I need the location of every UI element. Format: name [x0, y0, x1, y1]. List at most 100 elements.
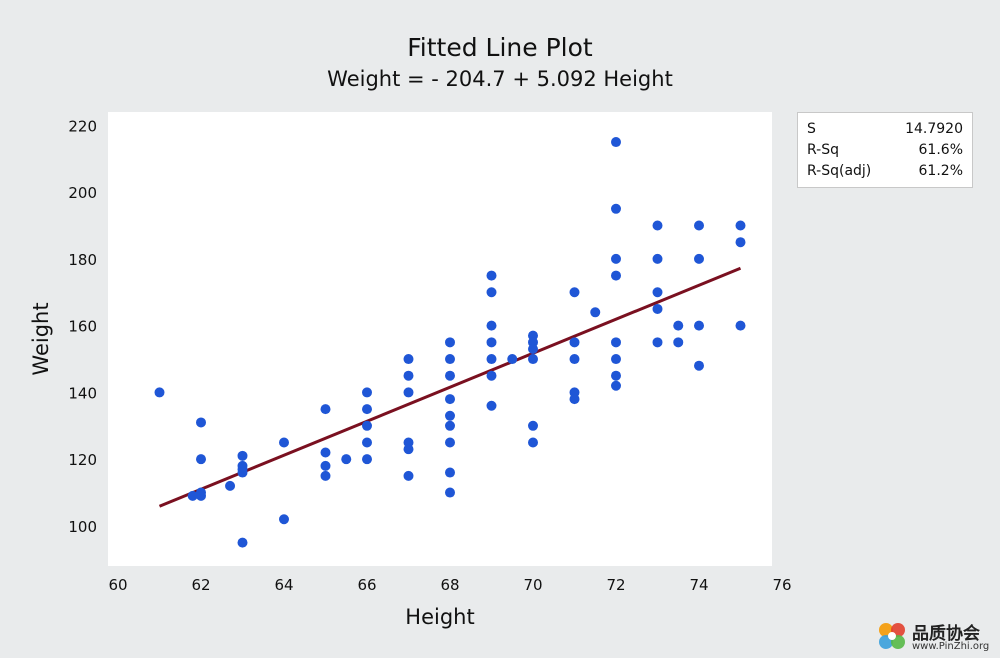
- x-axis-ticks: 60 62 64 66 68 70 72 74 76: [108, 576, 791, 594]
- data-point: [611, 137, 621, 148]
- chart-title: Fitted Line Plot: [407, 33, 593, 62]
- y-tick-label: 160: [68, 318, 97, 336]
- x-axis-title: Height: [405, 605, 474, 629]
- data-point: [362, 437, 372, 448]
- data-point: [403, 354, 414, 365]
- data-point: [237, 537, 248, 548]
- x-tick-label: 68: [440, 576, 459, 594]
- data-point: [445, 410, 455, 421]
- data-point: [445, 467, 455, 478]
- watermark-url: www.PinZhi.org: [912, 641, 990, 652]
- data-point: [486, 320, 497, 331]
- data-point: [611, 253, 621, 264]
- data-point: [237, 467, 248, 478]
- stats-value: 61.6%: [918, 142, 963, 158]
- regression-stats-box: S 14.7920 R-Sq 61.6% R-Sq(adj) 61.2%: [797, 112, 973, 188]
- x-tick-label: 64: [274, 576, 293, 594]
- watermark-logo-icon: [879, 623, 905, 649]
- data-point: [445, 487, 455, 498]
- watermark-text: 品质协会: [912, 624, 980, 644]
- data-point: [569, 287, 580, 298]
- data-point: [403, 470, 414, 481]
- y-tick-label: 120: [68, 451, 97, 469]
- data-point: [237, 450, 248, 461]
- data-point: [486, 370, 497, 381]
- x-tick-label: 74: [689, 576, 708, 594]
- data-point: [196, 454, 206, 465]
- data-point: [187, 490, 198, 501]
- x-tick-label: 72: [606, 576, 625, 594]
- data-point: [445, 420, 455, 431]
- data-point: [694, 253, 704, 264]
- data-point: [735, 220, 746, 231]
- stats-row-s: S 14.7920: [807, 119, 963, 140]
- fitted-regression-line: [158, 266, 742, 508]
- y-tick-label: 200: [68, 184, 97, 202]
- stats-label: S: [807, 121, 816, 137]
- data-point: [320, 470, 331, 481]
- data-point: [735, 320, 746, 331]
- data-point: [362, 387, 372, 398]
- data-point: [362, 420, 372, 431]
- data-point: [652, 303, 663, 314]
- y-tick-label: 220: [68, 117, 97, 135]
- data-point: [196, 417, 206, 428]
- y-tick-label: 140: [68, 384, 97, 402]
- data-point: [320, 447, 331, 458]
- data-point: [486, 270, 497, 281]
- data-point: [652, 253, 663, 264]
- data-point: [528, 420, 538, 431]
- y-tick-label: 180: [68, 251, 97, 269]
- data-point: [611, 370, 621, 381]
- data-point: [611, 354, 621, 365]
- data-point: [694, 320, 704, 331]
- stats-row-rsq: R-Sq 61.6%: [807, 140, 963, 161]
- data-point: [611, 337, 621, 348]
- data-point: [528, 437, 538, 448]
- plot-area: [108, 112, 772, 566]
- data-point: [225, 480, 236, 491]
- data-point: [569, 394, 580, 405]
- y-tick-label: 100: [68, 518, 97, 536]
- stats-value: 61.2%: [918, 163, 963, 179]
- data-point: [403, 387, 414, 398]
- data-point: [154, 387, 165, 398]
- data-point: [403, 444, 414, 455]
- data-point: [362, 404, 372, 415]
- data-point: [341, 454, 352, 465]
- data-point: [486, 400, 497, 411]
- data-point: [735, 237, 746, 248]
- data-point: [445, 370, 455, 381]
- data-point: [528, 344, 538, 355]
- data-point: [673, 320, 684, 331]
- data-point: [507, 354, 518, 365]
- data-point: [445, 437, 455, 448]
- stats-value: 14.7920: [905, 121, 963, 137]
- scatter-points: [154, 137, 746, 548]
- data-point: [569, 354, 580, 365]
- data-point: [528, 354, 538, 365]
- data-point: [362, 454, 372, 465]
- chart-subtitle: Weight = - 204.7 + 5.092 Height: [327, 67, 673, 91]
- data-point: [320, 404, 331, 415]
- data-point: [694, 220, 704, 231]
- data-point: [196, 490, 206, 501]
- data-point: [673, 337, 684, 348]
- stats-row-rsq-adj: R-Sq(adj) 61.2%: [807, 161, 963, 182]
- data-point: [320, 460, 331, 471]
- data-point: [652, 287, 663, 298]
- data-point: [445, 337, 455, 348]
- data-point: [279, 514, 289, 525]
- stats-label: R-Sq: [807, 142, 839, 158]
- x-tick-label: 62: [191, 576, 210, 594]
- data-point: [279, 437, 289, 448]
- y-axis-ticks: 100 120 140 160 180 200 220: [68, 117, 97, 536]
- data-point: [652, 337, 663, 348]
- data-point: [486, 337, 497, 348]
- stats-label: R-Sq(adj): [807, 163, 872, 179]
- data-point: [694, 360, 704, 371]
- x-tick-label: 66: [357, 576, 376, 594]
- data-point: [590, 307, 601, 318]
- data-point: [445, 394, 455, 405]
